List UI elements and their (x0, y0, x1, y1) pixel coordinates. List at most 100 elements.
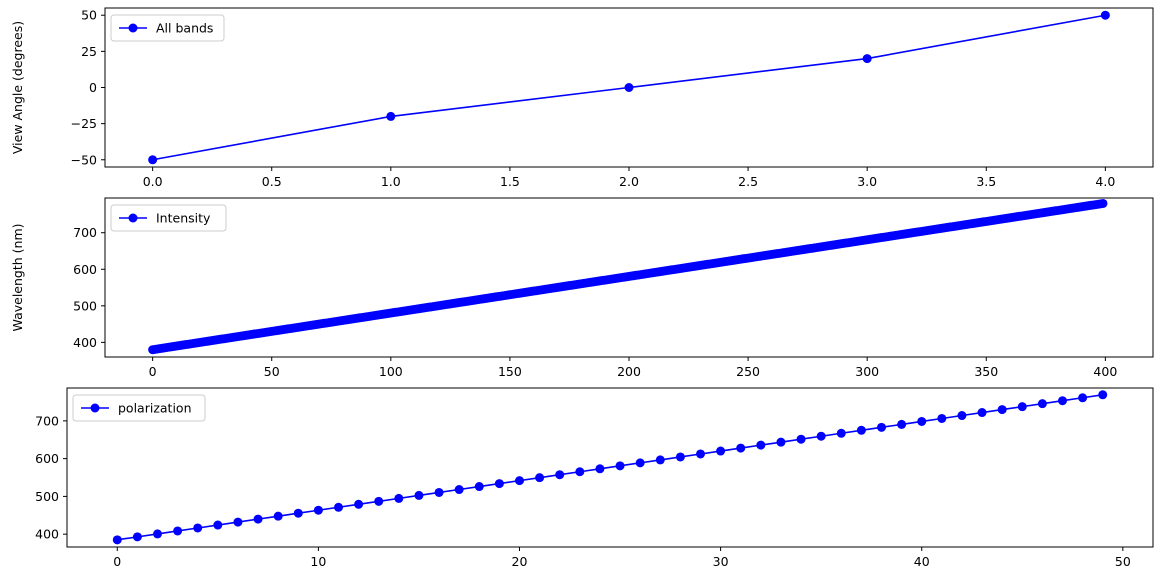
data-point (515, 476, 524, 486)
legend-box (110, 204, 227, 232)
data-point (816, 431, 826, 441)
data-point (836, 428, 846, 438)
data-point (374, 496, 384, 506)
data-point (273, 511, 283, 521)
data-point (957, 411, 967, 421)
x-tick-label: 40 (914, 554, 930, 569)
data-point (173, 526, 183, 536)
data-point (997, 405, 1007, 415)
data-point (454, 485, 464, 495)
series-markers (148, 10, 1110, 165)
x-tick-label: 300 (855, 364, 879, 379)
x-tick-label: 2.0 (619, 174, 639, 189)
data-point (877, 422, 886, 432)
x-tick-label: 0 (113, 554, 121, 569)
y-tick-label: 600 (73, 262, 97, 277)
axes-frame (66, 387, 1154, 548)
data-point (434, 487, 444, 497)
data-point (716, 446, 726, 456)
data-point (977, 408, 987, 418)
y-tick-label: 600 (35, 451, 59, 466)
data-point (1037, 399, 1047, 409)
data-point (555, 470, 565, 480)
legend-label: All bands (156, 21, 213, 36)
data-point (386, 111, 396, 121)
x-tick-label: 30 (713, 554, 729, 569)
data-point (575, 467, 585, 477)
data-point (1098, 198, 1108, 208)
y-tick-label: 50 (81, 8, 97, 23)
x-tick-label: 20 (512, 554, 528, 569)
data-point (535, 473, 545, 483)
y-tick-label: 0 (89, 80, 97, 95)
x-tick-label: 3.0 (857, 174, 877, 189)
data-point (132, 532, 142, 542)
data-point (112, 535, 122, 545)
wavelength-subplot: 0 50 100 150 200 250 300 350 400 400 500 600 700 Wave… (10, 197, 1154, 379)
data-point (213, 520, 223, 530)
data-point (148, 155, 158, 165)
data-point (856, 425, 866, 435)
data-point (796, 434, 806, 444)
x-tick-label: 400 (1093, 364, 1117, 379)
data-point (193, 523, 203, 533)
x-tick-label: 350 (974, 364, 998, 379)
data-point (354, 499, 364, 509)
series-line (117, 394, 1103, 541)
data-point (897, 419, 907, 429)
y-tick-label: −25 (71, 116, 97, 131)
legend: All bands (110, 14, 225, 42)
data-point (313, 505, 323, 515)
data-point (917, 416, 927, 426)
data-point (1100, 10, 1110, 20)
data-point (233, 517, 243, 527)
data-point (756, 440, 766, 450)
data-point (1017, 402, 1027, 412)
data-point (615, 461, 625, 471)
legend: polarization (72, 394, 206, 422)
data-point (675, 452, 685, 462)
y-tick-label: 400 (35, 527, 59, 542)
data-point (595, 464, 605, 474)
polarization-subplot: 0 10 20 30 40 50 400 500 600 700 polarization (35, 387, 1154, 569)
data-point (153, 529, 162, 539)
legend-label: polarization (118, 401, 192, 416)
data-point (736, 443, 746, 453)
data-point (1098, 390, 1108, 400)
data-point (635, 458, 645, 468)
data-point (937, 413, 947, 423)
x-tick-label: 200 (617, 364, 641, 379)
x-tick-label: 1.5 (500, 174, 520, 189)
y-tick-label: 700 (73, 225, 97, 240)
data-point (624, 83, 634, 92)
y-tick-label: 700 (35, 413, 59, 428)
x-tick-label: 100 (379, 364, 403, 379)
legend-marker (128, 213, 138, 223)
data-point (253, 514, 263, 524)
x-tick-label: 3.5 (976, 174, 996, 189)
x-tick-label: 10 (310, 554, 326, 569)
x-tick-label: 0.0 (143, 174, 163, 189)
data-point (696, 449, 705, 459)
legend: Intensity (110, 204, 227, 232)
data-point (655, 455, 665, 465)
x-tick-label: 250 (736, 364, 760, 379)
x-tick-label: 50 (1115, 554, 1131, 569)
x-tick-label: 50 (264, 364, 280, 379)
view-angle-subplot: 0.0 0.5 1.0 1.5 2.0 2.5 3.0 3.5 4.0 −50 −25 0 25 50 Vi… (10, 7, 1154, 189)
data-point (494, 479, 504, 489)
data-point (293, 508, 303, 518)
y-tick-label: 25 (81, 44, 97, 59)
legend-marker (90, 403, 100, 413)
x-tick-label: 0 (149, 364, 157, 379)
data-point (776, 437, 786, 447)
data-point (414, 490, 424, 500)
series-markers (148, 198, 1108, 355)
legend-box (72, 394, 206, 422)
data-point (334, 502, 343, 512)
y-tick-label: −50 (71, 152, 97, 167)
x-tick-label: 4.0 (1095, 174, 1115, 189)
legend-label: Intensity (156, 211, 211, 226)
x-tick-label: 150 (498, 364, 522, 379)
